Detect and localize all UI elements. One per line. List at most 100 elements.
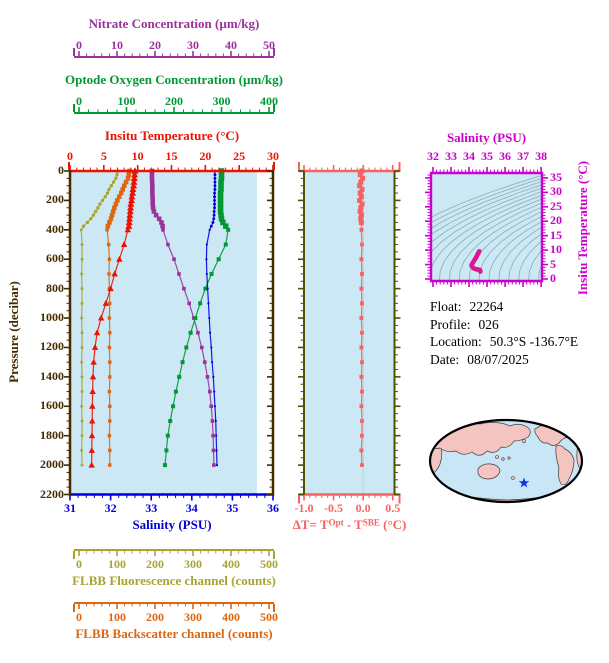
profile-number-value: 026 [478,316,499,332]
landmass-greenland [576,422,582,428]
float-id-value: 22264 [469,299,504,314]
tick-label: 10 [111,38,123,52]
tick-label: 37 [517,149,530,163]
ts-density-contours [431,174,542,281]
tick-label: 30 [187,38,199,52]
tick-label: 200 [165,94,183,108]
tick-label: 0 [550,270,556,285]
tick-label: 20 [550,213,562,228]
tick-label: 800 [46,280,64,295]
tick-label: 500 [260,610,278,624]
tick-label: 20 [199,149,212,163]
tick-label: 1400 [40,368,64,383]
main-plot [79,167,231,468]
tick-label: 300 [184,610,202,624]
tick-label: 1000 [40,310,64,325]
ts-frame-left [425,172,433,282]
tick-label: 35 [226,501,239,515]
tick-label: 31 [64,501,76,515]
tick-label: 400 [46,221,64,236]
salinity-axis [69,493,274,501]
float-info-block: Float: 22264 Profile: 026 Location: 50.3°S … [430,299,578,369]
nitrate-axis [73,48,275,58]
tick-label: 32 [426,149,439,163]
delta-t-title-suffix: (°C) [379,517,407,532]
delta-t-axis-top [298,162,401,173]
delta-t-frame-right [393,170,401,496]
tick-label: 34 [463,149,476,163]
tick-label: -1.0 [294,501,314,515]
float-id-label: Float: [430,299,462,314]
tick-label: 0 [76,38,82,52]
landmass-new-zealand [511,476,515,480]
tick-label: 10 [131,149,144,163]
delta-t-title-mid: - T [343,517,363,532]
delta-t-frame-left [298,170,305,496]
fluorescence-axis [73,549,275,559]
pressure-axis-left [64,170,72,496]
tick-label: 300 [184,557,202,571]
profile-number-line: Profile: 026 [430,317,578,335]
ts-temperature-axis-right [540,172,548,282]
map-outline [428,418,584,504]
series-salinity [205,169,219,467]
series-delta_t [357,168,366,467]
float-id-line: Float: 22264 [430,299,578,317]
tick-label: 50 [263,38,275,52]
tick-label: 600 [46,251,64,266]
tick-label: 100 [108,557,126,571]
tick-label: 15 [165,149,178,163]
tick-label: 36 [499,149,512,163]
temperature-axis-title: Insitu Temperature (°C) [104,128,240,143]
tick-label: 36 [267,501,279,515]
pressure-axis-right [267,170,275,496]
backscatter-axis [73,602,275,612]
tick-label: 10 [550,242,562,257]
ts-plot [469,248,483,274]
oxygen-axis-title: Optode Oxygen Concentration (µm/kg) [64,72,283,87]
tick-label: 25 [550,198,562,213]
world-map [428,418,584,504]
tick-label: 0.0 [355,501,371,515]
tick-label: 400 [222,610,240,624]
landmass-south-america [555,445,575,486]
salinity-axis-title: Salinity (PSU) [132,517,212,532]
tick-label: 5 [100,149,107,163]
tick-label: 0 [76,610,82,624]
tick-label: 15 [550,227,562,242]
landmass-japan [521,438,527,444]
tick-label: 300 [212,94,231,108]
landmass-indonesia-3 [507,456,511,460]
series-nitrate [149,168,216,467]
oxygen-axis [73,104,275,114]
tick-label: 0 [76,94,82,108]
landmass-indonesia-1 [495,455,499,459]
delta-t-axis-bottom [298,493,401,504]
tick-label: 38 [535,149,548,163]
tick-label: 35 [481,149,494,163]
series-backscatter [105,168,132,467]
tick-label: 200 [146,610,164,624]
tick-label: 32 [104,501,117,515]
landmass-australia [477,463,501,480]
float-location-star [518,477,530,488]
nitrate-axis-title: Nitrate Concentration (µm/kg) [88,16,260,31]
tick-label: 35 [550,169,562,184]
series-temperature [88,167,139,468]
delta-t-title-sup2: SBE [362,517,380,528]
delta-t-title-prefix: ΔT= T [292,517,329,532]
tick-label: -0.5 [324,501,344,515]
landmass-indonesia-2 [501,457,505,461]
tick-label: 2000 [40,457,64,472]
tick-label: 0.5 [385,501,401,515]
date-value: 08/07/2025 [467,351,529,367]
ts-salinity-axis-top [430,167,543,175]
tick-label: 30 [267,149,279,163]
tick-label: 25 [233,149,246,163]
tick-label: 1800 [40,427,64,442]
location-line: Location: 50.3°S -136.7°E [430,334,578,352]
tick-label: 1200 [40,339,64,354]
tick-label: 20 [149,38,161,52]
tick-label: 200 [146,557,164,571]
